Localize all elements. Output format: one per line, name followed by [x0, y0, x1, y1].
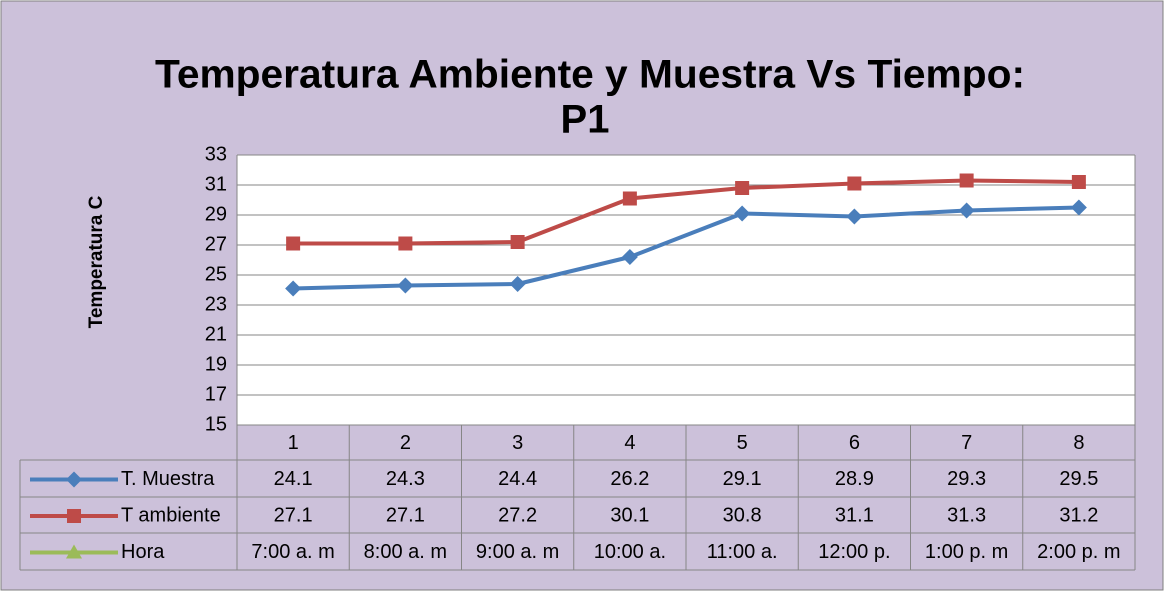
- y-tick-label: 25: [205, 263, 227, 285]
- table-cell: 12:00 p.: [818, 541, 890, 563]
- legend-label: Hora: [121, 541, 165, 563]
- x-tick-label: 5: [737, 432, 748, 454]
- plot-area: [237, 155, 1135, 425]
- legend-marker: [66, 544, 82, 559]
- table-cell: 28.9: [835, 468, 874, 490]
- table-cell: 31.3: [947, 504, 986, 526]
- point: [735, 181, 750, 195]
- x-tick-label: 8: [1073, 432, 1084, 454]
- point: [510, 235, 525, 249]
- y-tick-label: 23: [205, 293, 227, 315]
- legend-label: T ambiente: [121, 504, 221, 526]
- point: [1070, 199, 1087, 216]
- point: [286, 236, 301, 251]
- series-line: [293, 178, 1079, 246]
- x-tick-label: 2: [400, 432, 411, 454]
- table-cell: 10:00 a.: [594, 541, 666, 563]
- series-line: [293, 205, 1079, 291]
- y-tick-label: 21: [205, 323, 227, 345]
- point: [734, 205, 751, 222]
- legend-marker: [66, 471, 82, 488]
- table-cell: 29.3: [947, 468, 986, 490]
- table-cell: 29.1: [723, 468, 762, 490]
- table-cell: 31.2: [1059, 504, 1098, 526]
- y-tick-label: 33: [205, 143, 227, 165]
- table-cell: 1:00 p. m: [925, 541, 1008, 563]
- point: [397, 277, 414, 294]
- table-cell: 30.1: [610, 504, 649, 526]
- chart-title: Temperatura Ambiente y Muestra Vs Tiempo…: [155, 53, 1025, 97]
- table-cell: 29.5: [1059, 468, 1098, 490]
- legend-label: T. Muestra: [121, 468, 215, 490]
- x-tick-label: 3: [512, 432, 523, 454]
- table-cell: 26.2: [610, 468, 649, 490]
- table-cell: 31.1: [835, 504, 874, 526]
- y-tick-label: 15: [205, 413, 227, 435]
- table-cell: 27.2: [498, 504, 537, 526]
- table-cell: 11:00 a.: [707, 541, 778, 563]
- x-tick-label: 4: [624, 432, 635, 454]
- x-tick-label: 6: [849, 432, 860, 454]
- table-cell: 27.1: [386, 504, 425, 526]
- x-tick-label: 7: [961, 432, 972, 454]
- point: [846, 208, 863, 225]
- chart-title: P1: [561, 98, 610, 142]
- point: [509, 276, 526, 292]
- point: [621, 249, 638, 265]
- y-tick-label: 27: [205, 233, 227, 255]
- point: [622, 191, 637, 206]
- table-cell: 2:00 p. m: [1037, 541, 1120, 563]
- point: [285, 280, 302, 297]
- table-cell: 7:00 a. m: [251, 541, 334, 563]
- point: [398, 236, 413, 251]
- legend-marker: [67, 509, 81, 523]
- y-tick-label: 31: [205, 173, 227, 195]
- point: [847, 176, 862, 191]
- table-cell: 24.1: [274, 468, 313, 490]
- y-tick-label: 29: [205, 203, 227, 225]
- table-cell: 27.1: [274, 504, 313, 526]
- y-axis-label: Temperatura C: [86, 195, 107, 328]
- table-cell: 9:00 a. m: [476, 541, 559, 563]
- point: [958, 202, 975, 219]
- point: [959, 173, 974, 188]
- table-cell: 24.3: [386, 468, 425, 490]
- table-cell: 8:00 a. m: [364, 541, 447, 563]
- y-tick-label: 17: [205, 383, 227, 405]
- table-cell: 30.8: [723, 504, 762, 526]
- y-tick-label: 19: [205, 353, 227, 375]
- point: [1071, 175, 1086, 189]
- table-cell: 24.4: [498, 468, 537, 490]
- x-tick-label: 1: [288, 432, 299, 454]
